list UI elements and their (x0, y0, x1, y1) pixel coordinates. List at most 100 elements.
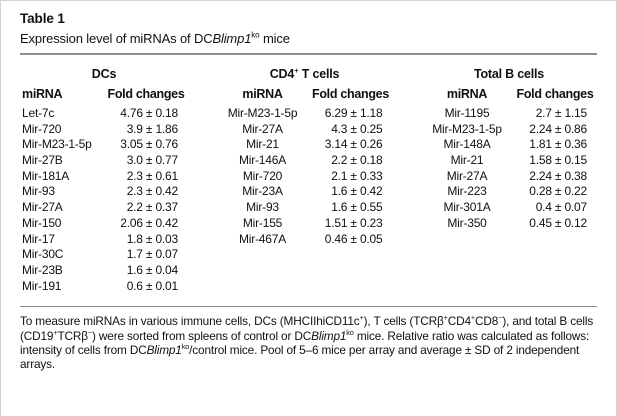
table-row: Mir-93 2.3 ± 0.42 (20, 184, 188, 200)
mirna-name: Mir-27B (22, 153, 63, 168)
fold-value: 1.58 ± 0.15 (529, 153, 587, 168)
fold-value: 4.76 ± 0.18 (120, 106, 178, 120)
table-row: Mir-27A 4.3 ± 0.25 (217, 122, 393, 138)
group-rows: Mir-M23-1-5p 6.29 ± 1.18 Mir-27A 4.3 ± 0.25… (217, 106, 393, 247)
table-row: Mir-301A 0.4 ± 0.07 (421, 200, 597, 216)
mirna-name: Mir-148A (443, 137, 491, 152)
mirna-name: Mir-720 (22, 121, 62, 136)
mirna-name: Mir-301A (443, 200, 491, 215)
table-row: Mir-17 1.8 ± 0.03 (20, 232, 188, 248)
fold-value: 3.14 ± 0.26 (324, 137, 383, 152)
mirna-name: Mir-150 (22, 215, 62, 230)
mirna-name: Mir-27A (242, 121, 283, 136)
table-subtitle: Expression level of miRNAs of DCBlimp1ko… (20, 30, 290, 46)
table-row: Mir-M23-1-5p 2.24 ± 0.86 (421, 122, 597, 138)
table-row: Mir-21 1.58 ± 0.15 (421, 153, 597, 169)
bottom-rule (20, 306, 597, 308)
group-header-total-b-cells: Total B cells (473, 67, 545, 81)
table-row: Mir-M23-1-5p 6.29 ± 1.18 (217, 106, 393, 122)
mirna-name: Mir-467A (238, 231, 287, 246)
table-row: Mir-27A 2.24 ± 0.38 (421, 169, 597, 185)
mirna-name: Mir-21 (246, 137, 279, 152)
fold-value: 1.51 ± 0.23 (324, 215, 383, 230)
mirna-name: Mir-720 (242, 168, 283, 183)
table-footnote: To measure miRNAs in various immune cell… (20, 313, 594, 372)
fold-value: 2.1 ± 0.33 (331, 168, 383, 183)
group-dcs: DCs miRNA Fold changes Let-7c 4.76 ± 0.18… (20, 67, 188, 294)
table-title: Table 1 (20, 11, 65, 26)
mirna-name: Mir-146A (238, 153, 287, 168)
table-row: Mir-1195 2.7 ± 1.15 (421, 106, 597, 122)
mirna-name: Mir-181A (22, 168, 70, 183)
mirna-name: Mir-M23-1-5p (432, 121, 502, 136)
fold-value: 3.0 ± 0.77 (126, 153, 178, 168)
mirna-name: Mir-155 (242, 215, 283, 230)
fold-value: 2.2 ± 0.37 (126, 200, 178, 215)
group-header-dcs: DCs (91, 67, 117, 81)
fold-value: 1.6 ± 0.42 (331, 184, 383, 199)
table-row: Mir-155 1.51 ± 0.23 (217, 216, 393, 232)
col-header-mirna: miRNA (446, 87, 488, 101)
mirna-name: Mir-93 (22, 184, 55, 199)
table-row: Mir-30C 1.7 ± 0.07 (20, 247, 188, 263)
table-row: Mir-350 0.45 ± 0.12 (421, 216, 597, 232)
fold-value: 0.46 ± 0.05 (324, 231, 383, 246)
column-headers: miRNA Fold changes (217, 87, 393, 102)
col-header-mirna: miRNA (22, 87, 63, 101)
group-rows: Mir-1195 2.7 ± 1.15 Mir-M23-1-5p 2.24 ± 0.8… (421, 106, 597, 232)
fold-value: 1.6 ± 0.04 (126, 262, 178, 277)
column-headers: miRNA Fold changes (20, 87, 188, 102)
table-row: Mir-21 3.14 ± 0.26 (217, 137, 393, 153)
table-row: Mir-146A 2.2 ± 0.18 (217, 153, 393, 169)
table-row: Mir-27B 3.0 ± 0.77 (20, 153, 188, 169)
fold-value: 0.28 ± 0.22 (529, 184, 587, 199)
col-header-fold-changes: Fold changes (312, 87, 389, 101)
table-row: Mir-223 0.28 ± 0.22 (421, 184, 597, 200)
table-row: Mir-27A 2.2 ± 0.37 (20, 200, 188, 216)
group-cd4-t-cells: CD4+ T cells miRNA Fold changes Mir-M23-… (217, 65, 393, 294)
table-row: Mir-181A 2.3 ± 0.61 (20, 169, 188, 185)
table-row: Let-7c 4.76 ± 0.18 (20, 106, 188, 122)
fold-value: 0.45 ± 0.12 (529, 215, 587, 230)
fold-value: 0.6 ± 0.01 (126, 278, 178, 293)
col-header-mirna: miRNA (242, 87, 283, 101)
mirna-name: Mir-27A (22, 200, 63, 215)
fold-value: 2.24 ± 0.38 (529, 168, 587, 183)
top-rule (20, 53, 597, 55)
mirna-name: Mir-30C (22, 247, 64, 262)
fold-value: 3.9 ± 1.86 (126, 121, 178, 136)
table-row: Mir-93 1.6 ± 0.55 (217, 200, 393, 216)
table-row: Mir-148A 1.81 ± 0.36 (421, 137, 597, 153)
table-row: Mir-467A 0.46 ± 0.05 (217, 232, 393, 248)
fold-value: 1.81 ± 0.36 (529, 137, 587, 152)
mirna-name: Mir-23B (22, 262, 63, 277)
fold-value: 1.6 ± 0.55 (331, 200, 383, 215)
mirna-name: Mir-350 (447, 215, 487, 230)
fold-value: 2.7 ± 1.15 (535, 106, 587, 120)
mirna-name: Mir-1195 (444, 106, 490, 120)
mirna-name: Mir-M23-1-5p (227, 106, 298, 120)
group-rows: Let-7c 4.76 ± 0.18 Mir-720 3.9 ± 1.86 Mir-M2… (20, 106, 188, 294)
mirna-name: Mir-93 (246, 200, 279, 215)
fold-value: 1.7 ± 0.07 (126, 247, 178, 262)
fold-value: 2.3 ± 0.42 (126, 184, 178, 199)
mirna-table: DCs miRNA Fold changes Let-7c 4.76 ± 0.18… (20, 65, 597, 294)
table-row: Mir-150 2.06 ± 0.42 (20, 216, 188, 232)
fold-value: 0.4 ± 0.07 (535, 200, 587, 215)
group-header-cd4-t-cells: CD4+ T cells (269, 65, 340, 81)
fold-value: 3.05 ± 0.76 (120, 137, 178, 152)
fold-value: 2.06 ± 0.42 (120, 215, 178, 230)
fold-value: 1.8 ± 0.03 (126, 231, 178, 246)
mirna-name: Mir-21 (450, 153, 484, 168)
mirna-name: Mir-17 (22, 231, 55, 246)
fold-value: 6.29 ± 1.18 (324, 106, 383, 120)
fold-value: 2.2 ± 0.18 (331, 153, 383, 168)
mirna-name: Mir-27A (446, 168, 488, 183)
mirna-name: Mir-223 (447, 184, 487, 199)
table-row: Mir-720 2.1 ± 0.33 (217, 169, 393, 185)
col-header-fold-changes: Fold changes (107, 87, 185, 101)
col-header-fold-changes: Fold changes (516, 87, 594, 101)
table-row: Mir-M23-1-5p 3.05 ± 0.76 (20, 137, 188, 153)
table-row: Mir-23B 1.6 ± 0.04 (20, 263, 188, 279)
mirna-name: Mir-191 (22, 278, 62, 293)
